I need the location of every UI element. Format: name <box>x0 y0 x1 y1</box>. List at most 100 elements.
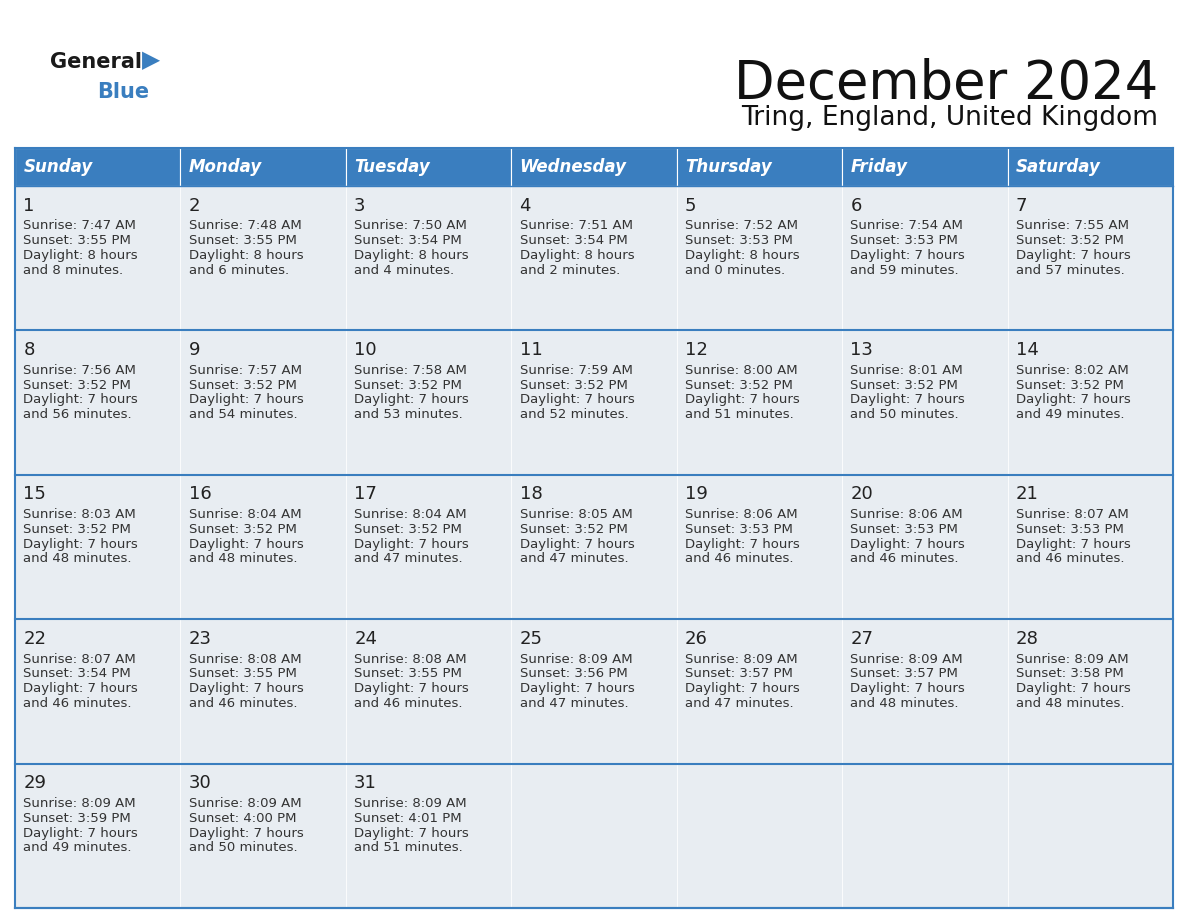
Text: 27: 27 <box>851 630 873 648</box>
Text: Sunrise: 8:05 AM: Sunrise: 8:05 AM <box>519 509 632 521</box>
Text: 1: 1 <box>24 196 34 215</box>
Text: 13: 13 <box>851 341 873 359</box>
Text: 26: 26 <box>685 630 708 648</box>
Bar <box>677 148 842 186</box>
Text: Daylight: 8 hours: Daylight: 8 hours <box>354 249 469 262</box>
Bar <box>15 475 181 620</box>
Text: Sunset: 3:53 PM: Sunset: 3:53 PM <box>851 523 959 536</box>
Text: and 46 minutes.: and 46 minutes. <box>189 697 297 710</box>
Text: Sunrise: 7:59 AM: Sunrise: 7:59 AM <box>519 364 632 377</box>
Text: Daylight: 7 hours: Daylight: 7 hours <box>685 682 800 695</box>
Text: Daylight: 7 hours: Daylight: 7 hours <box>519 393 634 407</box>
Text: Daylight: 7 hours: Daylight: 7 hours <box>24 538 138 551</box>
Bar <box>842 186 1007 330</box>
Text: and 59 minutes.: and 59 minutes. <box>851 263 959 276</box>
Text: Sunset: 3:52 PM: Sunset: 3:52 PM <box>189 523 297 536</box>
Text: and 50 minutes.: and 50 minutes. <box>851 408 959 421</box>
Text: Sunrise: 8:07 AM: Sunrise: 8:07 AM <box>24 653 135 666</box>
Text: Daylight: 7 hours: Daylight: 7 hours <box>189 682 303 695</box>
Text: Sunset: 3:54 PM: Sunset: 3:54 PM <box>24 667 131 680</box>
Text: 10: 10 <box>354 341 377 359</box>
Text: 14: 14 <box>1016 341 1038 359</box>
Text: ▶: ▶ <box>143 48 160 72</box>
Text: Sunset: 3:52 PM: Sunset: 3:52 PM <box>354 523 462 536</box>
Text: 31: 31 <box>354 774 377 792</box>
Text: Sunrise: 8:00 AM: Sunrise: 8:00 AM <box>685 364 797 377</box>
Text: Daylight: 7 hours: Daylight: 7 hours <box>685 393 800 407</box>
Text: Daylight: 8 hours: Daylight: 8 hours <box>24 249 138 262</box>
Text: Daylight: 7 hours: Daylight: 7 hours <box>189 826 303 840</box>
Text: Sunset: 3:57 PM: Sunset: 3:57 PM <box>851 667 959 680</box>
Text: and 8 minutes.: and 8 minutes. <box>24 263 124 276</box>
Bar <box>15 186 181 330</box>
Bar <box>346 475 511 620</box>
Text: Sunset: 3:53 PM: Sunset: 3:53 PM <box>685 523 792 536</box>
Text: Daylight: 8 hours: Daylight: 8 hours <box>189 249 303 262</box>
Text: Monday: Monday <box>189 158 261 176</box>
Text: 29: 29 <box>24 774 46 792</box>
Text: Wednesday: Wednesday <box>519 158 626 176</box>
Text: Daylight: 7 hours: Daylight: 7 hours <box>24 682 138 695</box>
Text: Daylight: 7 hours: Daylight: 7 hours <box>24 826 138 840</box>
Bar <box>181 330 346 475</box>
Text: Daylight: 7 hours: Daylight: 7 hours <box>354 538 469 551</box>
Text: and 53 minutes.: and 53 minutes. <box>354 408 463 421</box>
Text: Daylight: 7 hours: Daylight: 7 hours <box>685 538 800 551</box>
Text: Daylight: 7 hours: Daylight: 7 hours <box>851 249 965 262</box>
Text: and 48 minutes.: and 48 minutes. <box>1016 697 1124 710</box>
Text: Sunset: 3:59 PM: Sunset: 3:59 PM <box>24 812 131 824</box>
Text: Sunrise: 7:51 AM: Sunrise: 7:51 AM <box>519 219 632 232</box>
Text: Daylight: 8 hours: Daylight: 8 hours <box>519 249 634 262</box>
Text: Sunset: 3:54 PM: Sunset: 3:54 PM <box>519 234 627 247</box>
Bar <box>1007 620 1173 764</box>
Text: 18: 18 <box>519 486 542 503</box>
Text: Daylight: 8 hours: Daylight: 8 hours <box>685 249 800 262</box>
Bar <box>842 764 1007 908</box>
Text: Sunrise: 7:52 AM: Sunrise: 7:52 AM <box>685 219 798 232</box>
Text: Daylight: 7 hours: Daylight: 7 hours <box>1016 682 1131 695</box>
Text: Sunrise: 7:50 AM: Sunrise: 7:50 AM <box>354 219 467 232</box>
Text: Sunset: 3:55 PM: Sunset: 3:55 PM <box>189 234 297 247</box>
Text: Sunrise: 8:09 AM: Sunrise: 8:09 AM <box>354 797 467 810</box>
Text: and 4 minutes.: and 4 minutes. <box>354 263 454 276</box>
Text: and 52 minutes.: and 52 minutes. <box>519 408 628 421</box>
Text: General: General <box>50 52 143 72</box>
Bar <box>677 475 842 620</box>
Text: Sunrise: 7:56 AM: Sunrise: 7:56 AM <box>24 364 137 377</box>
Text: 11: 11 <box>519 341 542 359</box>
Text: Daylight: 7 hours: Daylight: 7 hours <box>189 393 303 407</box>
Text: Sunset: 3:52 PM: Sunset: 3:52 PM <box>519 523 627 536</box>
Text: Sunset: 3:53 PM: Sunset: 3:53 PM <box>685 234 792 247</box>
Text: and 50 minutes.: and 50 minutes. <box>189 841 297 855</box>
Bar <box>346 186 511 330</box>
Text: Daylight: 7 hours: Daylight: 7 hours <box>354 393 469 407</box>
Bar <box>181 620 346 764</box>
Text: Daylight: 7 hours: Daylight: 7 hours <box>24 393 138 407</box>
Text: Sunset: 3:55 PM: Sunset: 3:55 PM <box>189 667 297 680</box>
Text: and 47 minutes.: and 47 minutes. <box>685 697 794 710</box>
Text: Daylight: 7 hours: Daylight: 7 hours <box>519 682 634 695</box>
Text: Daylight: 7 hours: Daylight: 7 hours <box>851 393 965 407</box>
Text: Sunset: 3:52 PM: Sunset: 3:52 PM <box>1016 234 1124 247</box>
Text: Saturday: Saturday <box>1016 158 1101 176</box>
Text: 4: 4 <box>519 196 531 215</box>
Text: and 56 minutes.: and 56 minutes. <box>24 408 132 421</box>
Bar <box>842 475 1007 620</box>
Text: and 6 minutes.: and 6 minutes. <box>189 263 289 276</box>
Bar <box>181 475 346 620</box>
Text: 23: 23 <box>189 630 211 648</box>
Text: Sunset: 3:52 PM: Sunset: 3:52 PM <box>1016 378 1124 392</box>
Text: Sunrise: 8:04 AM: Sunrise: 8:04 AM <box>354 509 467 521</box>
Text: Sunset: 3:52 PM: Sunset: 3:52 PM <box>354 378 462 392</box>
Bar <box>677 764 842 908</box>
Text: and 0 minutes.: and 0 minutes. <box>685 263 785 276</box>
Text: and 48 minutes.: and 48 minutes. <box>24 553 132 565</box>
Text: Sunset: 3:52 PM: Sunset: 3:52 PM <box>24 523 131 536</box>
Text: Tuesday: Tuesday <box>354 158 430 176</box>
Text: Daylight: 7 hours: Daylight: 7 hours <box>1016 538 1131 551</box>
Text: Sunrise: 8:08 AM: Sunrise: 8:08 AM <box>354 653 467 666</box>
Text: 20: 20 <box>851 486 873 503</box>
Text: 3: 3 <box>354 196 366 215</box>
Text: Sunrise: 8:07 AM: Sunrise: 8:07 AM <box>1016 509 1129 521</box>
Text: Sunrise: 7:55 AM: Sunrise: 7:55 AM <box>1016 219 1129 232</box>
